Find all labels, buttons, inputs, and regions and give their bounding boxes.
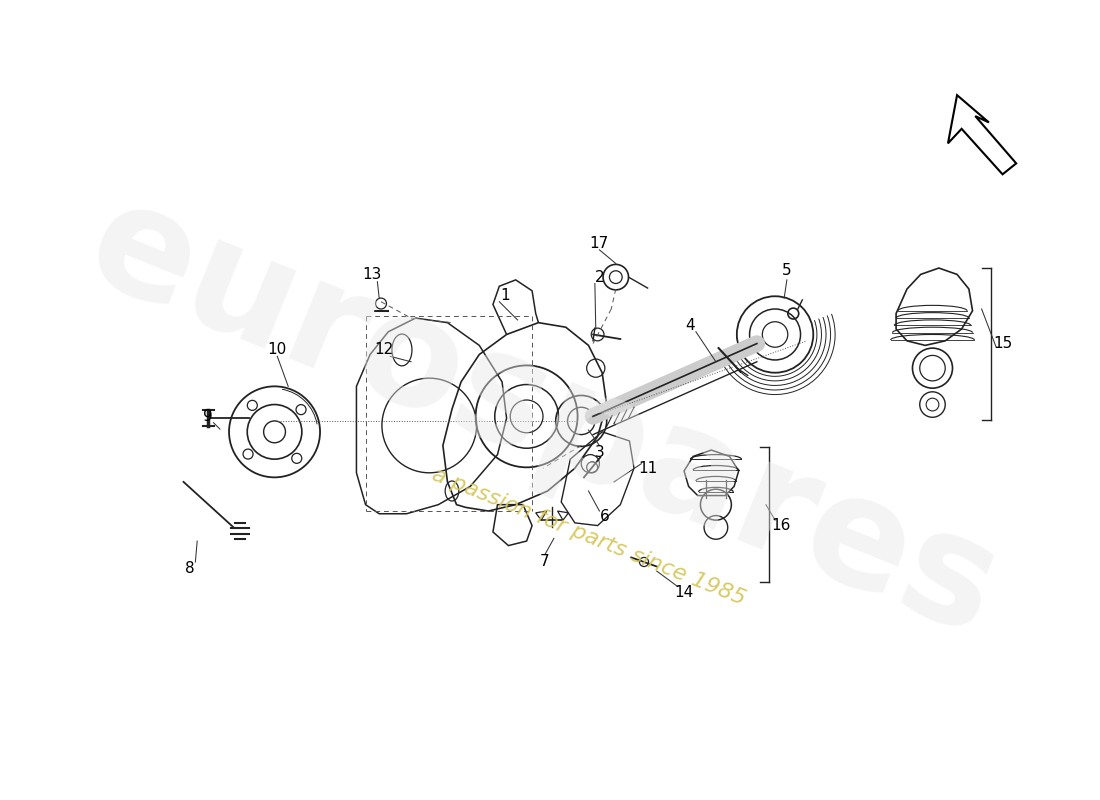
Text: eurospares: eurospares (67, 168, 1019, 668)
Text: 8: 8 (185, 561, 195, 576)
Text: 11: 11 (638, 461, 658, 476)
Text: 3: 3 (594, 446, 604, 460)
Text: 14: 14 (674, 586, 694, 601)
Text: 13: 13 (362, 267, 382, 282)
Text: 6: 6 (600, 509, 609, 524)
Text: 12: 12 (374, 342, 394, 358)
Text: 4: 4 (685, 318, 695, 333)
Text: 2: 2 (595, 270, 604, 285)
Text: 16: 16 (772, 518, 791, 533)
Text: 9: 9 (204, 409, 213, 424)
Text: 7: 7 (540, 554, 550, 570)
Text: 15: 15 (993, 336, 1012, 351)
Text: 1: 1 (500, 288, 509, 303)
Text: a passion for parts since 1985: a passion for parts since 1985 (429, 464, 748, 609)
Text: 5: 5 (782, 263, 792, 278)
Text: 10: 10 (267, 342, 287, 358)
Text: 17: 17 (590, 236, 609, 251)
